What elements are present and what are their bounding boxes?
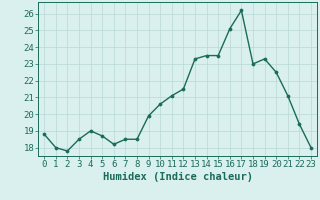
X-axis label: Humidex (Indice chaleur): Humidex (Indice chaleur): [103, 172, 252, 182]
